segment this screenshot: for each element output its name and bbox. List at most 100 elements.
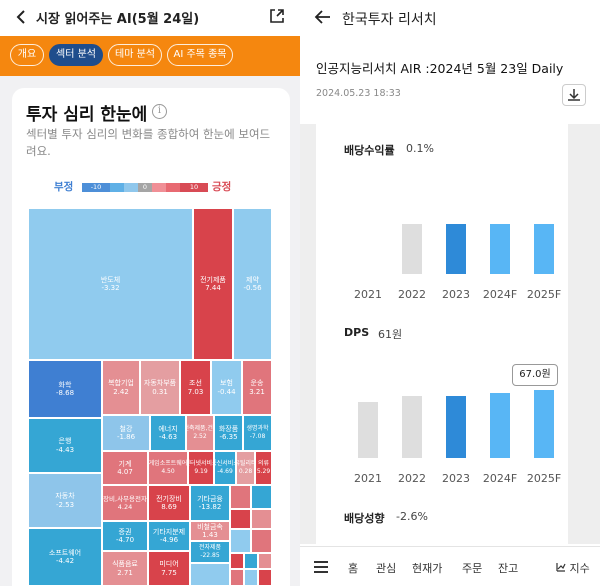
treemap-tile[interactable]: 철강 -1.86 (102, 415, 150, 451)
dps-label: DPS (344, 326, 370, 339)
tab-ai-stocks[interactable]: AI 주목 종목 (167, 44, 233, 66)
treemap-tile[interactable]: 기타금융 -13.82 (190, 485, 230, 521)
dps-tooltip: 67.0원 (512, 364, 558, 386)
chart-x-label: 2021 (354, 288, 382, 301)
legend-negative-label: 부정 (54, 181, 74, 193)
chart-bar[interactable] (402, 224, 422, 274)
legend-step (124, 183, 138, 192)
treemap-tile[interactable]: 보험 -0.44 (211, 360, 242, 415)
treemap-tile[interactable]: 게임소프트웨어 4.50 (148, 451, 188, 485)
left-header: 시장 읽어주는 AI(5월 24일) (0, 0, 300, 36)
treemap-tile[interactable]: 소프트웨어 -4.42 (28, 528, 102, 586)
treemap-tile[interactable]: 조선 7.03 (180, 360, 211, 415)
treemap-tile[interactable]: 전자장비,사무용전자제품4.24 (102, 485, 148, 521)
back-arrow-icon[interactable] (314, 8, 332, 31)
treemap-tile[interactable]: 전자제품 -22.85 (190, 541, 230, 563)
chart-x-label: 2024F (482, 288, 518, 301)
treemap-tile-small[interactable] (230, 509, 251, 529)
payout-ratio-value: -2.6% (396, 510, 428, 523)
treemap-tile[interactable]: 화장품 -6.35 (214, 415, 243, 451)
treemap-tile[interactable]: 기타지분제 -4.96 (148, 521, 190, 551)
chart-bar[interactable] (358, 402, 378, 458)
treemap-tile[interactable]: 자동차 -2.53 (28, 473, 102, 528)
treemap-tile[interactable]: 미디어 7.75 (148, 551, 190, 586)
treemap-tile-small[interactable] (230, 485, 251, 509)
treemap-tile[interactable]: 비철금속 1.43 (190, 521, 230, 541)
legend-max: 10 (180, 183, 208, 192)
sector-treemap: 반도체 -3.32 전기제품 7.44 제약 -0.56 화학 -8.68 은행 -4.4… (28, 208, 272, 586)
nav-index[interactable]: 지수 (556, 560, 590, 576)
chart-x-label: 2025F (526, 472, 562, 485)
report-page: 배당수익률 0.1% DPS 61원 배당성향 -2.6% (316, 124, 568, 544)
research-pane: 한국투자 리서치 인공지능리서치 AIR :2024년 5월 23일 Daily… (300, 0, 600, 586)
chart-x-label: 2023 (442, 288, 470, 301)
research-title: 한국투자 리서치 (342, 12, 437, 28)
dividend-yield-label: 배당수익률 (344, 144, 395, 157)
section-tabs: 개요 섹터 분석 테마 분석 AI 주목 종목 (0, 36, 300, 76)
treemap-tile[interactable]: 식품음료 2.71 (102, 551, 148, 586)
treemap-tile-small[interactable] (251, 509, 272, 529)
chart-bar[interactable] (534, 390, 554, 458)
tab-overview[interactable]: 개요 (10, 44, 44, 66)
chart-bar[interactable] (490, 224, 510, 274)
treemap-tile[interactable]: 운송 3.21 (242, 360, 272, 415)
tab-sector-analysis[interactable]: 섹터 분석 (49, 44, 103, 66)
treemap-tile-small[interactable] (258, 553, 272, 569)
download-icon[interactable] (562, 84, 586, 106)
treemap-tile-small[interactable] (230, 529, 251, 553)
treemap-tile[interactable]: 복합기업 2.42 (102, 360, 140, 415)
treemap-tile[interactable]: 통신서비스-4.69 (214, 451, 236, 485)
treemap-tile[interactable]: 유틸리티0.28 (236, 451, 255, 485)
legend-step (166, 183, 180, 192)
treemap-tile[interactable]: 증권 -4.70 (102, 521, 148, 551)
chart-bar[interactable] (490, 393, 510, 458)
nav-home[interactable]: 홈 (348, 562, 359, 575)
share-icon[interactable] (268, 7, 286, 25)
tab-theme-analysis[interactable]: 테마 분석 (108, 44, 162, 66)
chart-bar[interactable] (402, 396, 422, 458)
treemap-tile-small[interactable] (258, 569, 272, 586)
info-icon[interactable]: i (152, 104, 167, 119)
treemap-tile[interactable]: 인터넷서비스9.19 (188, 451, 214, 485)
treemap-tile[interactable]: 기계 4.07 (102, 451, 148, 485)
treemap-tile[interactable]: 자동차부품 0.31 (140, 360, 180, 415)
dps-value: 61원 (378, 328, 403, 341)
sentiment-legend: 부정 -10 0 10 긍정 (12, 180, 290, 194)
legend-mid: 0 (138, 183, 152, 192)
nav-watchlist[interactable]: 관심 (376, 562, 397, 575)
treemap-tile[interactable]: 화학 -8.68 (28, 360, 102, 418)
treemap-tile-small[interactable] (251, 529, 272, 553)
chart-x-label: 2024F (482, 472, 518, 485)
report-date: 2024.05.23 18:33 (316, 88, 401, 99)
chart-bar[interactable] (446, 224, 466, 274)
treemap-tile-small[interactable] (244, 569, 258, 586)
treemap-tile[interactable]: 에너지 -4.63 (150, 415, 186, 451)
back-icon[interactable] (12, 7, 32, 27)
nav-order[interactable]: 주문 (462, 562, 483, 575)
report-title: 인공지능리서치 AIR :2024년 5월 23일 Daily (316, 61, 564, 76)
treemap-tile-small[interactable] (230, 553, 244, 569)
treemap-tile-small[interactable] (190, 563, 230, 586)
nav-quote[interactable]: 현재가 (412, 562, 443, 575)
treemap-tile-small[interactable] (244, 553, 258, 569)
treemap-tile[interactable]: 생명과학 -7.08 (243, 415, 272, 451)
bottom-nav: 홈 관심 현재가 주문 잔고 지수 (300, 546, 600, 586)
chart-bar[interactable] (446, 396, 466, 458)
treemap-tile[interactable]: 제약 -0.56 (233, 208, 272, 360)
treemap-tile[interactable]: 건설,건축제품,건축자재2.52 (186, 415, 214, 451)
nav-balance[interactable]: 잔고 (498, 562, 519, 575)
treemap-tile[interactable]: 전기제품 7.44 (193, 208, 233, 360)
treemap-tile[interactable]: 은행 -4.43 (28, 418, 102, 473)
treemap-tile[interactable]: 의류 5.29 (255, 451, 272, 485)
menu-icon[interactable] (314, 561, 328, 573)
treemap-tile[interactable]: 반도체 -3.32 (28, 208, 193, 360)
chart-bar[interactable] (534, 224, 554, 274)
treemap-tile-small[interactable] (251, 485, 272, 509)
treemap-tile[interactable]: 전기장비 8.69 (148, 485, 190, 521)
treemap-tile-small[interactable] (230, 569, 244, 586)
chart-x-label: 2022 (398, 472, 426, 485)
legend-min: -10 (82, 183, 110, 192)
chart-x-label: 2022 (398, 288, 426, 301)
legend-step (152, 183, 166, 192)
